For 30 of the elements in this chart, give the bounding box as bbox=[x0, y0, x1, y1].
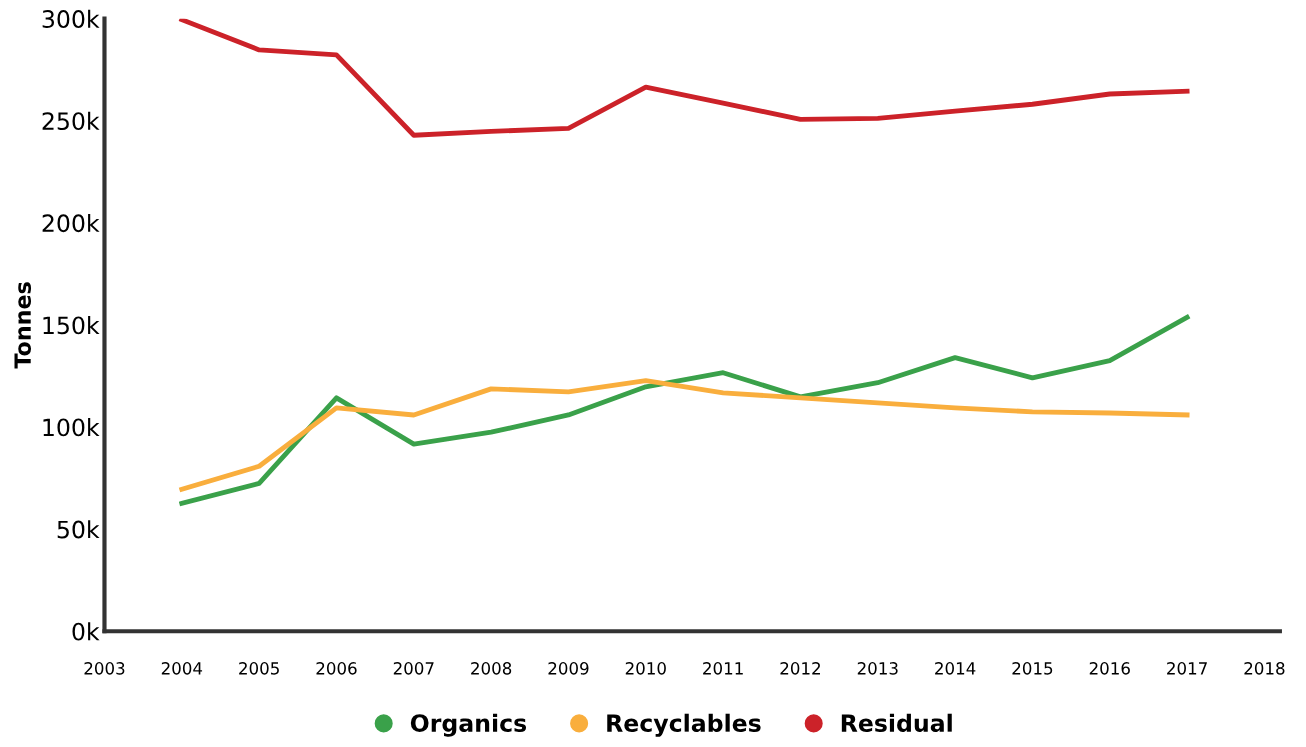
y-tick-label: 250k bbox=[42, 111, 100, 131]
x-tick-label: 2006 bbox=[316, 662, 357, 675]
y-tick-label: 100k bbox=[43, 418, 100, 437]
line-series bbox=[179, 378, 1190, 492]
x-tick-label: 2013 bbox=[857, 662, 898, 675]
x-tick-label: 2012 bbox=[780, 662, 820, 675]
y-tick-label: 200k bbox=[42, 213, 100, 233]
x-tick-label: 2016 bbox=[1089, 662, 1130, 675]
x-tick-label: 2004 bbox=[161, 662, 203, 675]
legend-label: Recyclables bbox=[607, 713, 761, 737]
x-tick-label: 2018 bbox=[1244, 662, 1285, 675]
x-tick-label: 2010 bbox=[625, 662, 666, 675]
x-tick-label: 2014 bbox=[935, 662, 976, 675]
line-series bbox=[179, 314, 1190, 506]
line-series bbox=[179, 18, 1190, 138]
x-tick-label: 2008 bbox=[471, 662, 512, 675]
y-tick-label: 50k bbox=[57, 520, 100, 539]
x-tick-label: 2009 bbox=[548, 662, 589, 675]
x-tick-label: 2015 bbox=[1012, 662, 1053, 675]
legend-label: Organics bbox=[410, 713, 527, 737]
y-tick-label: 150k bbox=[43, 315, 100, 335]
x-tick-label: 2011 bbox=[703, 662, 743, 675]
x-tick-label: 2003 bbox=[84, 662, 125, 675]
x-tick-label: 2005 bbox=[239, 662, 279, 675]
y-tick-label: 0k bbox=[72, 622, 100, 641]
x-tick-label: 2007 bbox=[393, 662, 434, 675]
y-tick-label: 300k bbox=[42, 9, 100, 28]
y-axis-title: Tonnes bbox=[14, 282, 32, 369]
x-tick-label: 2017 bbox=[1167, 662, 1207, 675]
legend-label: Residual bbox=[841, 713, 952, 732]
